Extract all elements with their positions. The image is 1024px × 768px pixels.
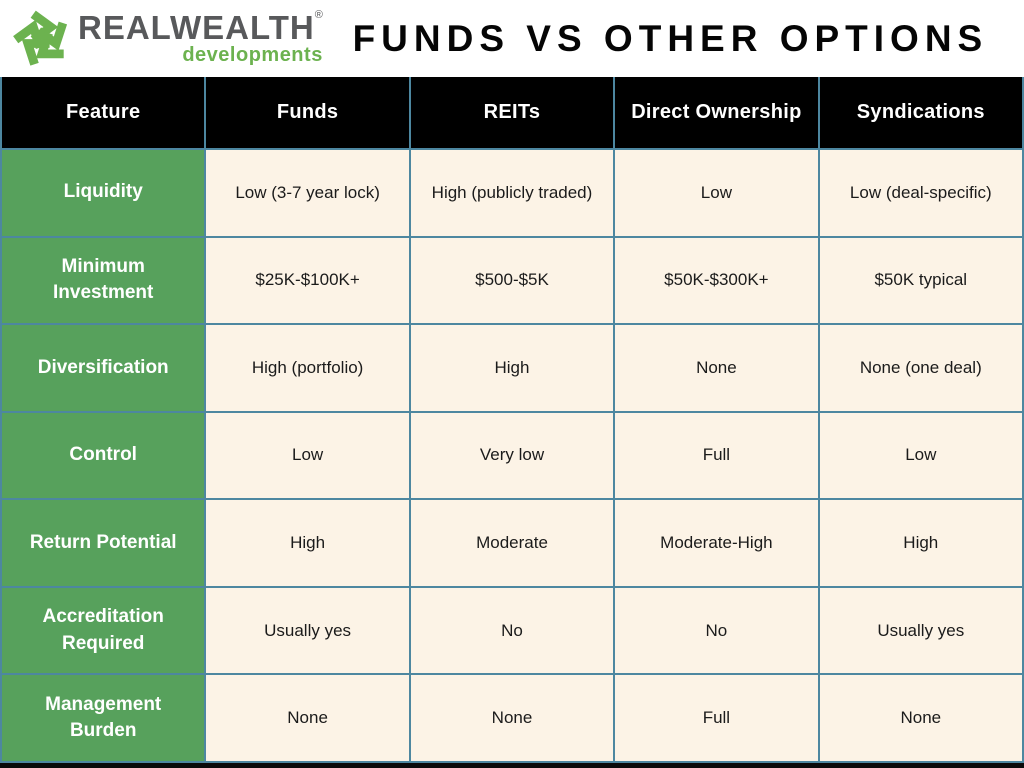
value-cell: None [615,325,818,411]
value-cell: Moderate [410,500,614,586]
value-cell: Full [615,675,818,761]
value-cell: None [206,675,409,761]
value-cell: None [410,675,614,761]
header-band: REALWEALTH ® developments FUNDS VS OTHER… [0,0,1024,77]
value-cell: Low [819,412,1022,499]
value-cell: High [410,325,614,411]
value-cell: High [819,500,1022,586]
column-header-direct-ownership: Direct Ownership [615,77,818,148]
feature-cell: Return Potential [2,500,205,586]
value-cell: Usually yes [206,587,409,674]
value-cell: Low (3-7 year lock) [206,150,409,236]
logo-text: REALWEALTH ® developments [78,9,323,67]
value-cell: No [615,587,818,674]
value-cell: Low (deal-specific) [819,150,1022,236]
value-cell: Full [615,412,818,499]
value-cell: Moderate-High [615,500,818,586]
value-cell: High [206,500,409,586]
feature-cell: Accreditation Required [2,587,205,674]
value-cell: Low [206,412,409,499]
value-cell: $50K typical [819,237,1022,324]
page-title: FUNDS VS OTHER OPTIONS [352,17,989,59]
feature-cell: Minimum Investment [2,237,205,324]
column-header-funds: Funds [206,77,409,148]
registered-mark: ® [314,9,323,21]
feature-cell: Liquidity [2,150,205,236]
realwealth-logo: REALWEALTH ® developments [10,7,323,71]
column-header-reits: REITs [410,77,614,148]
value-cell: Very low [410,412,614,499]
column-header-syndications: Syndications [819,77,1022,148]
value-cell: $500-$5K [410,237,614,324]
value-cell: High (publicly traded) [410,150,614,236]
brand-name: REALWEALTH [78,9,315,46]
feature-cell: Control [2,412,205,499]
value-cell: $25K-$100K+ [206,237,409,324]
column-header-feature: Feature [2,77,205,148]
value-cell: None (one deal) [819,325,1022,411]
value-cell: $50K-$300K+ [615,237,818,324]
feature-cell: Diversification [2,325,205,411]
value-cell: None [819,675,1022,761]
value-cell: Usually yes [819,587,1022,674]
comparison-table: Feature Funds REITs Direct Ownership Syndica… [0,77,1024,763]
pinwheel-arrows-icon [10,7,74,71]
feature-cell: Management Burden [2,675,205,761]
value-cell: High (portfolio) [206,325,409,411]
value-cell: Low [615,150,818,236]
value-cell: No [410,587,614,674]
bottom-divider [0,763,1024,768]
brand-subtitle: developments [182,44,323,66]
